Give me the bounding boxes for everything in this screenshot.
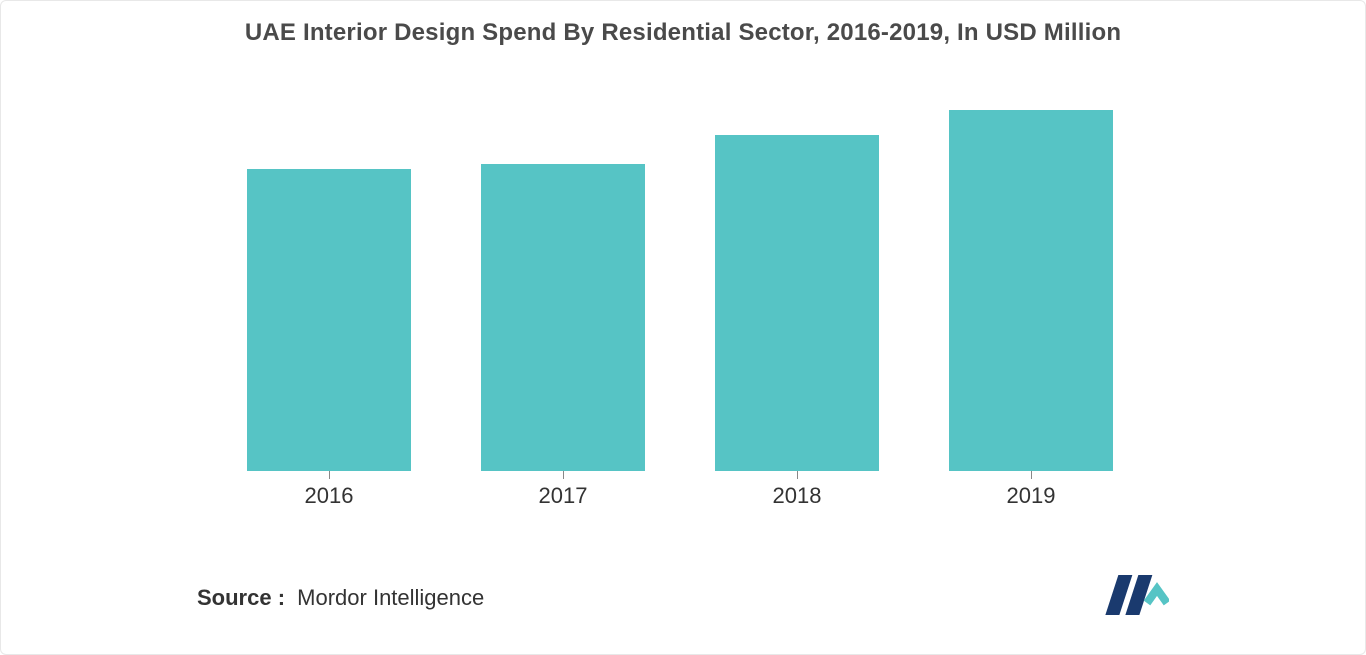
bar-2018 bbox=[715, 135, 879, 471]
bar-2017 bbox=[481, 164, 645, 471]
chart-title: UAE Interior Design Spend By Residential… bbox=[1, 19, 1365, 47]
source-attribution: Source : Mordor Intelligence bbox=[197, 585, 484, 611]
bar-2016 bbox=[247, 169, 411, 471]
brand-logo bbox=[1105, 573, 1169, 617]
xtick-2018 bbox=[797, 471, 798, 479]
source-label: Source : bbox=[197, 585, 285, 610]
xlabel-2018: 2018 bbox=[747, 483, 847, 509]
xlabel-2019: 2019 bbox=[981, 483, 1081, 509]
xlabel-2017: 2017 bbox=[513, 483, 613, 509]
xtick-2019 bbox=[1031, 471, 1032, 479]
source-text: Mordor Intelligence bbox=[297, 585, 484, 610]
chart-container: UAE Interior Design Spend By Residential… bbox=[0, 0, 1366, 655]
plot-area: 2016201720182019 bbox=[211, 81, 1151, 471]
xtick-2017 bbox=[563, 471, 564, 479]
brand-logo-svg bbox=[1105, 573, 1169, 617]
bar-2019 bbox=[949, 110, 1113, 471]
xtick-2016 bbox=[329, 471, 330, 479]
xlabel-2016: 2016 bbox=[279, 483, 379, 509]
